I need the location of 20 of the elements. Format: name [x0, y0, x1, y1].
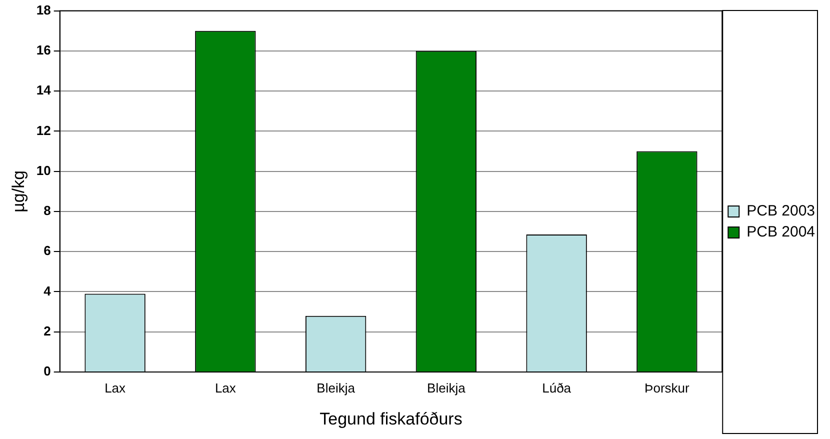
y-tick-label: 18: [36, 2, 51, 18]
y-axis-title: µg/kg: [8, 170, 28, 212]
y-tick-label: 4: [44, 283, 52, 298]
legend-label: PCB 2004: [746, 224, 816, 241]
x-tick-label: Lax: [104, 380, 126, 396]
y-tick-label: 14: [36, 82, 52, 98]
y-tick-label: 10: [36, 162, 51, 178]
x-axis-title: Tegund fiskafóðurs: [320, 409, 462, 428]
y-tick-label: 2: [44, 323, 51, 338]
x-tick-label: Þorskur: [644, 380, 690, 396]
x-tick-label: Lúða: [542, 380, 572, 396]
x-tick-label: Bleikja: [427, 380, 466, 396]
y-tick-label: 12: [36, 122, 51, 138]
y-tick-label: 16: [36, 42, 51, 58]
legend-label: PCB 2003: [746, 202, 816, 220]
y-tick-label: 6: [44, 243, 51, 258]
y-tick-label: 0: [44, 364, 51, 379]
y-tick-label: 8: [44, 203, 51, 218]
x-tick-label: Lax: [214, 380, 236, 396]
x-tick-label: Bleikja: [316, 380, 356, 396]
